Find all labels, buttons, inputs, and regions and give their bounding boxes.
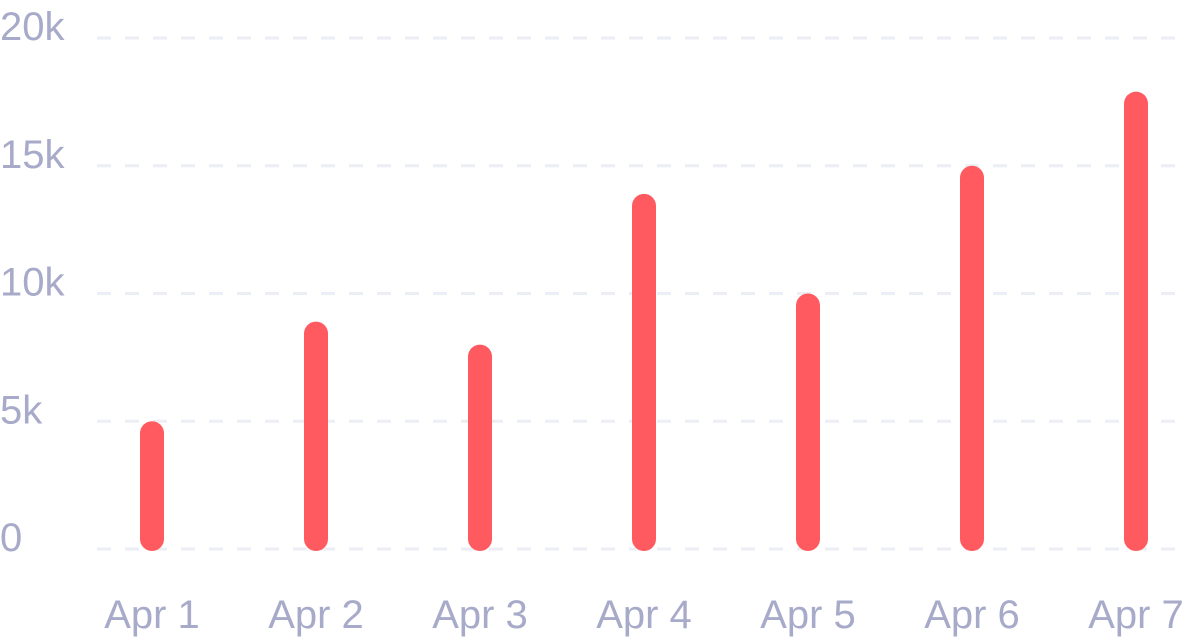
y-tick-label: 10k — [0, 261, 65, 305]
y-tick-label: 5k — [0, 388, 43, 432]
bar — [304, 321, 328, 551]
x-axis-tick-labels: Apr 1 Apr 2 Apr 3 Apr 4 Apr 5 Apr 6 Apr 7 — [104, 593, 1184, 637]
x-tick-label: Apr 7 — [1088, 593, 1184, 637]
y-tick-label: 20k — [0, 5, 65, 49]
bar — [468, 344, 492, 551]
x-tick-label: Apr 4 — [596, 593, 692, 637]
y-tick-label: 0 — [0, 516, 22, 560]
y-axis-tick-labels: 0 5k 10k 15k 20k — [0, 5, 65, 560]
x-tick-label: Apr 5 — [760, 593, 856, 637]
y-tick-label: 15k — [0, 133, 65, 177]
x-tick-label: Apr 2 — [268, 593, 364, 637]
bar — [796, 293, 820, 551]
x-tick-label: Apr 1 — [104, 593, 200, 637]
bar — [1124, 91, 1148, 551]
bars — [140, 91, 1148, 552]
bar — [960, 165, 984, 551]
bar — [632, 193, 656, 552]
x-tick-label: Apr 3 — [432, 593, 528, 637]
bar — [140, 421, 164, 551]
x-tick-label: Apr 6 — [924, 593, 1020, 637]
